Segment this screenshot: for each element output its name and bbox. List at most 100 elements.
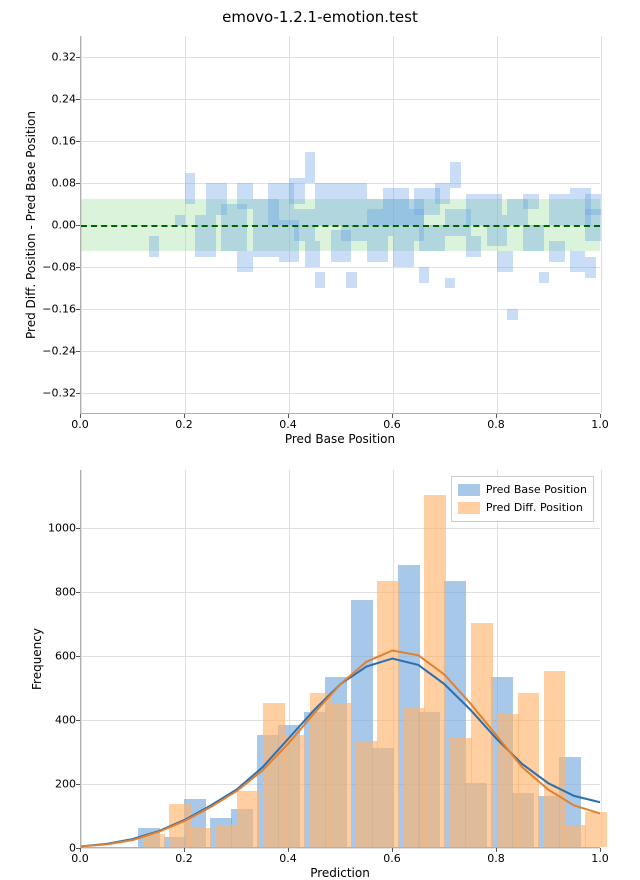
scatter-bin — [289, 178, 305, 204]
gridline-h — [81, 393, 600, 394]
top-xtick: 0.8 — [487, 418, 505, 431]
tick-mark — [496, 848, 497, 852]
kde-curves — [81, 470, 600, 847]
tick-mark — [76, 656, 80, 657]
legend-row: Pred Base Position — [458, 481, 587, 499]
top-ytick: 0.08 — [36, 177, 76, 190]
scatter-bin — [305, 152, 315, 184]
scatter-bin — [221, 204, 247, 251]
tick-mark — [392, 848, 393, 852]
legend-label: Pred Base Position — [486, 481, 587, 499]
gridline-h — [81, 99, 600, 100]
scatter-bin — [450, 162, 460, 188]
top-xtick: 0.0 — [71, 418, 89, 431]
tick-mark — [76, 309, 80, 310]
scatter-bin — [195, 215, 216, 257]
tick-mark — [76, 267, 80, 268]
tick-mark — [600, 848, 601, 852]
tick-mark — [288, 848, 289, 852]
scatter-bin — [487, 194, 503, 215]
scatter-bin — [305, 241, 321, 267]
top-ytick: 0.24 — [36, 93, 76, 106]
bot-xtick: 1.0 — [591, 852, 609, 865]
scatter-bin — [497, 251, 513, 272]
scatter-bin — [149, 236, 159, 257]
tick-mark — [76, 784, 80, 785]
scatter-bin — [315, 183, 341, 225]
top-ytick: −0.08 — [36, 261, 76, 274]
top-xtick: 0.4 — [279, 418, 297, 431]
tick-mark — [80, 414, 81, 418]
top-xtick: 0.6 — [383, 418, 401, 431]
gridline-h — [81, 141, 600, 142]
legend-label: Pred Diff. Position — [486, 499, 583, 517]
scatter-bin — [507, 309, 517, 320]
scatter-bin — [341, 183, 367, 215]
legend-swatch — [458, 484, 480, 496]
tick-mark — [76, 183, 80, 184]
legend-swatch — [458, 502, 480, 514]
top-xtick: 0.2 — [175, 418, 193, 431]
top-ytick: 0.32 — [36, 51, 76, 64]
scatter-bin — [549, 194, 570, 226]
tick-mark — [496, 414, 497, 418]
tick-mark — [76, 393, 80, 394]
legend-row: Pred Diff. Position — [458, 499, 587, 517]
scatter-bin — [539, 272, 549, 283]
scatter-bin — [435, 183, 451, 204]
tick-mark — [76, 351, 80, 352]
bot-ylabel: Frequency — [30, 470, 44, 848]
tick-mark — [288, 414, 289, 418]
histogram-panel: Pred Base PositionPred Diff. Position — [80, 470, 600, 848]
top-ylabel: Pred Diff. Position - Pred Base Position — [24, 36, 38, 414]
top-ytick: 0.16 — [36, 135, 76, 148]
scatter-bin — [237, 251, 253, 272]
top-xlabel: Pred Base Position — [80, 432, 600, 446]
scatter-bin — [549, 241, 565, 262]
tick-mark — [76, 225, 80, 226]
tick-mark — [76, 141, 80, 142]
top-ytick: −0.32 — [36, 387, 76, 400]
scatter-bin — [237, 183, 253, 209]
top-ytick: 0.00 — [36, 219, 76, 232]
gridline-v — [601, 470, 602, 847]
scatter-panel — [80, 36, 600, 414]
tick-mark — [600, 414, 601, 418]
bot-xtick: 0.8 — [487, 852, 505, 865]
scatter-bin — [523, 194, 539, 210]
figure: emovo-1.2.1-emotion.test 0.00.20.40.60.8… — [0, 0, 640, 880]
scatter-bin — [341, 215, 367, 241]
scatter-bin — [175, 215, 185, 226]
tick-mark — [76, 720, 80, 721]
scatter-bin — [346, 272, 356, 288]
scatter-bin — [419, 267, 429, 283]
tick-mark — [76, 57, 80, 58]
bot-xtick: 0.2 — [175, 852, 193, 865]
gridline-h — [81, 309, 600, 310]
scatter-bin — [466, 236, 482, 257]
scatter-bin — [585, 257, 595, 278]
kde-line — [81, 659, 600, 847]
gridline-h — [81, 57, 600, 58]
scatter-bin — [185, 173, 195, 205]
scatter-bin — [487, 215, 508, 247]
scatter-bin — [367, 236, 388, 262]
gridline-v — [601, 36, 602, 413]
scatter-bin — [523, 225, 544, 251]
reference-line — [81, 225, 600, 227]
bot-xtick: 0.4 — [279, 852, 297, 865]
gridline-h — [81, 267, 600, 268]
tick-mark — [184, 848, 185, 852]
scatter-bin — [445, 278, 455, 289]
tick-mark — [184, 414, 185, 418]
tick-mark — [392, 414, 393, 418]
legend: Pred Base PositionPred Diff. Position — [451, 476, 594, 522]
bot-xlabel: Prediction — [80, 866, 600, 880]
scatter-bin — [466, 194, 487, 226]
top-xtick: 1.0 — [591, 418, 609, 431]
scatter-bin — [570, 251, 586, 272]
bot-xtick: 0.6 — [383, 852, 401, 865]
top-ytick: −0.24 — [36, 345, 76, 358]
scatter-bin — [419, 225, 445, 251]
kde-line — [81, 651, 600, 847]
